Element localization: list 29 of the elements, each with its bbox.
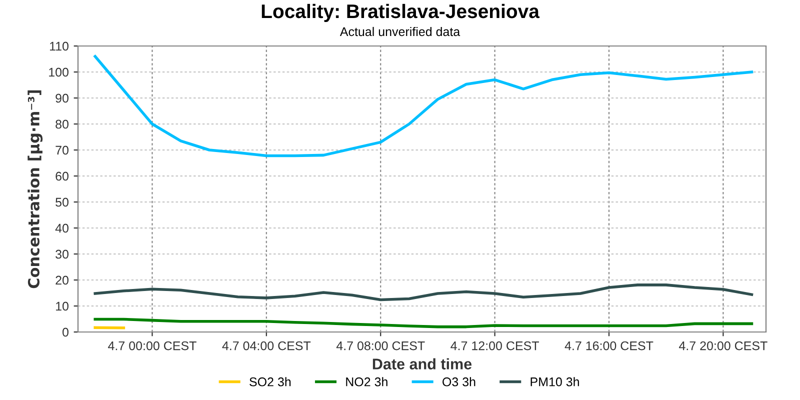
- x-tick-label: 4.7 00:00 CEST: [108, 341, 196, 350]
- legend-label: SO2 3h: [250, 377, 291, 386]
- y-tick-label: 110: [50, 42, 68, 51]
- legend-label: PM10 3h: [530, 377, 579, 386]
- y-tick-label: 70: [56, 146, 68, 155]
- y-tick-label: 80: [56, 120, 68, 129]
- chart-title: Locality: Bratislava-Jeseniova: [262, 4, 540, 22]
- y-tick-label: 90: [56, 94, 68, 103]
- y-tick-label: 50: [56, 198, 68, 207]
- x-tick-label: 4.7 12:00 CEST: [450, 341, 539, 350]
- line-series: [94, 284, 754, 302]
- y-tick-label: 60: [56, 172, 68, 181]
- x-tick-label: 4.7 16:00 CEST: [564, 341, 654, 350]
- line-series: [94, 55, 754, 158]
- y-axis-title: Concentration [µg·m⁻³]: [28, 90, 43, 288]
- x-tick-label: 4.7 20:00 CEST: [679, 341, 768, 350]
- y-tick-label: 0: [62, 328, 68, 337]
- y-tick-label: 20: [56, 276, 68, 285]
- y-tick-label: 40: [55, 224, 68, 233]
- legend-label: O3 3h: [442, 377, 476, 386]
- y-tick-label: 30: [56, 250, 68, 259]
- x-tick-label: 4.7 04:00 CEST: [222, 341, 311, 350]
- legend-label: NO2 3h: [346, 377, 388, 386]
- y-tick-label: 100: [49, 68, 68, 77]
- line-series: [94, 318, 754, 328]
- chart-subtitle: Actual unverified data: [340, 26, 460, 36]
- x-axis-title: Date and time: [372, 358, 472, 370]
- x-tick-label: 4.7 08:00 CEST: [336, 341, 425, 350]
- y-tick-label: 10: [56, 302, 68, 311]
